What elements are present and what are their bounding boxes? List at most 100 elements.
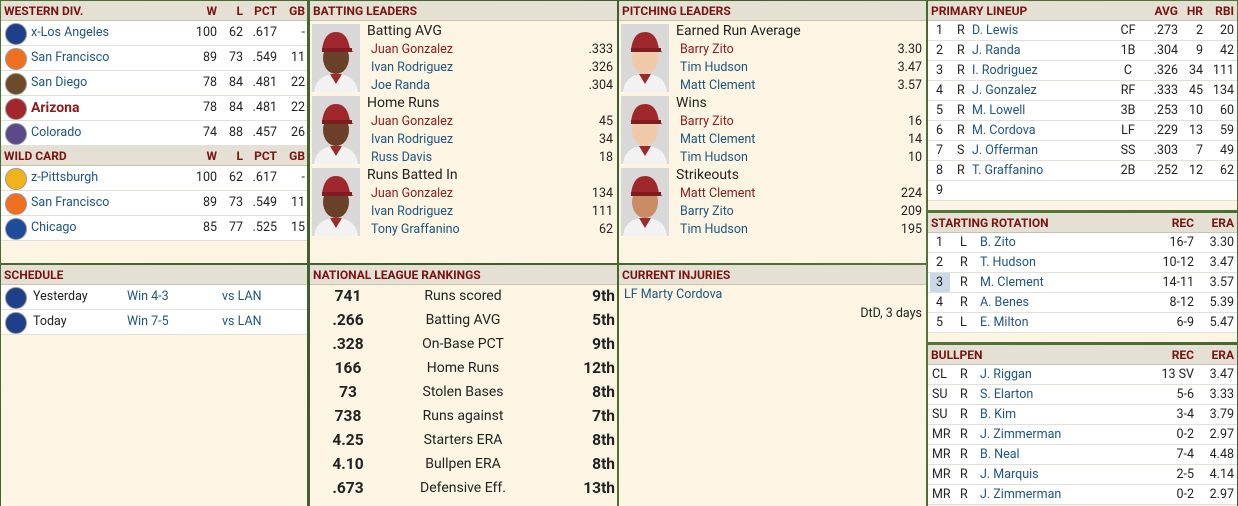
standing-cell: 62 bbox=[228, 25, 243, 40]
leader-name[interactable]: Barry Zito bbox=[680, 114, 734, 129]
team-name[interactable]: z-Pittsburgh bbox=[31, 170, 99, 185]
leader-name[interactable]: Matt Clement bbox=[680, 78, 756, 93]
roster-cell: 3.47 bbox=[1209, 367, 1234, 382]
row-bg bbox=[928, 41, 1237, 61]
section-title: WESTERN DIV. bbox=[4, 4, 84, 18]
leader-name[interactable]: Barry Zito bbox=[680, 204, 734, 219]
leader-name[interactable]: Tim Hudson bbox=[680, 60, 748, 75]
header-bar bbox=[1, 146, 307, 166]
leader-name[interactable]: Ivan Rodriguez bbox=[371, 204, 454, 219]
standings-panel: WESTERN DIV. W L PCT GB x-Los Angeles 100 62 .61… bbox=[1, 1, 307, 263]
stat-title: Earned Run Average bbox=[676, 23, 801, 39]
leader-name[interactable]: Tim Hudson bbox=[680, 150, 748, 165]
player-name[interactable]: B. Kim bbox=[980, 407, 1017, 422]
leader-name[interactable]: Russ Davis bbox=[371, 150, 433, 165]
roster-cell: 6-9 bbox=[1176, 315, 1194, 330]
team-logo bbox=[5, 193, 27, 215]
ranking-rank: 5th bbox=[592, 311, 615, 329]
ranking-stat: Stolen Bases bbox=[422, 384, 504, 400]
player-name[interactable]: A. Benes bbox=[980, 295, 1029, 310]
team-logo bbox=[5, 23, 27, 45]
roster-cell: 62 bbox=[1219, 163, 1234, 178]
player-name[interactable]: T. Graffanino bbox=[972, 163, 1044, 178]
leader-name[interactable]: Juan Gonzalez bbox=[371, 186, 454, 201]
player-name[interactable]: M. Lowell bbox=[972, 103, 1026, 118]
team-name[interactable]: San Francisco bbox=[31, 50, 110, 65]
row-bg bbox=[928, 445, 1237, 465]
roster-cell: .252 bbox=[1153, 163, 1178, 178]
player-name[interactable]: E. Milton bbox=[980, 315, 1029, 330]
team-name[interactable]: Chicago bbox=[31, 220, 77, 235]
team-name[interactable]: Arizona bbox=[31, 100, 80, 116]
leader-name[interactable]: Barry Zito bbox=[680, 42, 734, 57]
leader-name[interactable]: Ivan Rodriguez bbox=[371, 132, 454, 147]
player-name[interactable]: J. Riggan bbox=[980, 367, 1032, 382]
ranking-value: 4.10 bbox=[332, 455, 364, 473]
ranking-stat: Home Runs bbox=[426, 360, 500, 376]
player-name[interactable]: D. Lewis bbox=[972, 23, 1019, 38]
game-opponent[interactable]: vs LAN bbox=[222, 314, 262, 329]
team-name[interactable]: San Diego bbox=[31, 75, 88, 90]
injured-player[interactable]: LF Marty Cordova bbox=[624, 287, 723, 302]
roster-cell: R bbox=[960, 447, 968, 462]
selected-cell bbox=[930, 273, 950, 292]
player-name[interactable]: M. Clement bbox=[980, 275, 1044, 290]
player-name[interactable]: J. Marquis bbox=[980, 467, 1039, 482]
ranking-rank: 9th bbox=[592, 287, 615, 305]
leader-value: 62 bbox=[598, 222, 613, 237]
leader-name[interactable]: Joe Randa bbox=[371, 78, 431, 93]
team-name[interactable]: Colorado bbox=[31, 125, 82, 140]
team-name[interactable]: San Francisco bbox=[31, 195, 110, 210]
ranking-value: 4.25 bbox=[332, 431, 364, 449]
ranking-value: 738 bbox=[334, 407, 362, 425]
leader-name[interactable]: Tony Graffanino bbox=[371, 222, 460, 237]
player-name[interactable]: J. Randa bbox=[972, 43, 1021, 58]
row-bg bbox=[1, 96, 307, 121]
player-name[interactable]: I. Rodriguez bbox=[972, 63, 1038, 78]
roster-cell: 9 bbox=[1195, 43, 1203, 58]
row-bg bbox=[928, 365, 1237, 385]
roster-cell: R bbox=[960, 467, 968, 482]
player-name[interactable]: S. Elarton bbox=[980, 387, 1034, 402]
column-header: AVG bbox=[1154, 4, 1178, 18]
roster-cell: R bbox=[960, 387, 968, 402]
roster-cell: MR bbox=[932, 427, 951, 442]
leader-name[interactable]: Juan Gonzalez bbox=[371, 114, 454, 129]
player-name[interactable]: J. Gonzalez bbox=[972, 83, 1037, 98]
game-opponent[interactable]: vs LAN bbox=[222, 289, 262, 304]
leader-name[interactable]: Tim Hudson bbox=[680, 222, 748, 237]
roster-cell: 10 bbox=[1188, 103, 1203, 118]
player-name[interactable]: T. Hudson bbox=[980, 255, 1036, 270]
player-name[interactable]: J. Zimmerman bbox=[980, 427, 1062, 442]
game-result[interactable]: Win 7-5 bbox=[127, 314, 169, 329]
roster-cell: 5.39 bbox=[1209, 295, 1234, 310]
leader-name[interactable]: Matt Clement bbox=[680, 132, 756, 147]
standing-cell: 84 bbox=[228, 100, 243, 115]
roster-cell: 2-5 bbox=[1176, 467, 1194, 482]
standing-cell: 62 bbox=[228, 170, 243, 185]
leader-name[interactable]: Ivan Rodriguez bbox=[371, 60, 454, 75]
game-result[interactable]: Win 4-3 bbox=[127, 289, 169, 304]
player-name[interactable]: J. Zimmerman bbox=[980, 487, 1062, 502]
leader-value: 45 bbox=[598, 114, 613, 129]
player-name[interactable]: B. Neal bbox=[980, 447, 1020, 462]
player-name[interactable]: J. Offerman bbox=[972, 143, 1038, 158]
standing-cell: 26 bbox=[290, 125, 305, 140]
roster-cell: 49 bbox=[1219, 143, 1234, 158]
team-logo bbox=[5, 218, 27, 240]
game-day: Yesterday bbox=[33, 289, 88, 304]
player-name[interactable]: B. Zito bbox=[980, 235, 1016, 250]
team-name[interactable]: x-Los Angeles bbox=[31, 25, 109, 40]
row-bg bbox=[928, 121, 1237, 141]
roster-cell: R bbox=[957, 43, 965, 58]
roster-cell: 1 bbox=[936, 23, 944, 38]
standing-cell: 15 bbox=[290, 220, 305, 235]
leader-value: 14 bbox=[907, 132, 922, 147]
leader-name[interactable]: Juan Gonzalez bbox=[371, 42, 454, 57]
ranking-value: .673 bbox=[332, 479, 364, 497]
leader-name[interactable]: Matt Clement bbox=[680, 186, 756, 201]
player-name[interactable]: M. Cordova bbox=[972, 123, 1036, 138]
section-title: BULLPEN bbox=[931, 348, 983, 362]
roster-cell: 7 bbox=[1195, 143, 1203, 158]
roster-cell: 5.47 bbox=[1209, 315, 1234, 330]
